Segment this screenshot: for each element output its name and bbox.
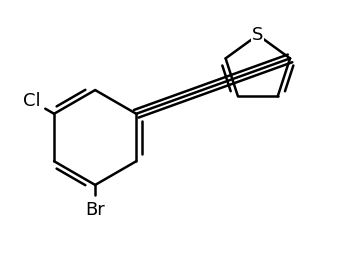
Text: Cl: Cl <box>23 92 41 110</box>
Text: S: S <box>252 26 264 44</box>
Text: Br: Br <box>85 201 105 219</box>
